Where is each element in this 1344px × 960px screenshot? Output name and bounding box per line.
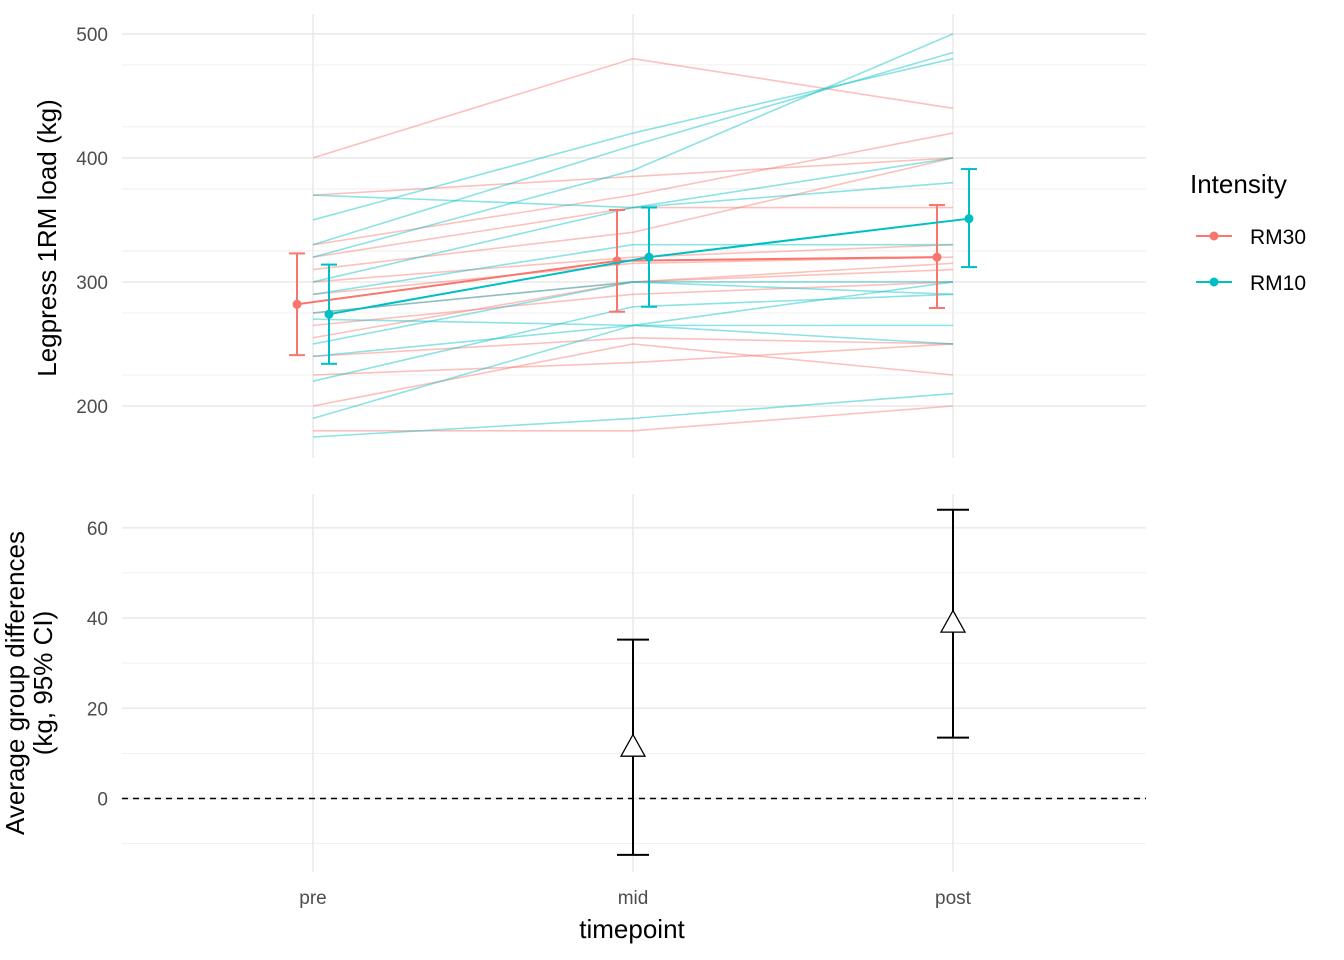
difference-triangle	[939, 609, 967, 633]
legend-entries: RM30 RM10	[1196, 226, 1306, 295]
individual-line	[312, 324, 954, 358]
y-tick-label: 40	[87, 609, 108, 630]
y-tick-label: 500	[76, 25, 108, 46]
x-tick-label: pre	[299, 888, 326, 909]
legend-key-point	[1209, 231, 1219, 241]
individual-line	[312, 281, 954, 345]
individual-line	[312, 157, 954, 196]
top-y-tick-labels: 200 300 400 500	[76, 25, 108, 418]
individual-line	[312, 157, 954, 271]
individual-line	[312, 243, 954, 283]
legend-label: RM30	[1250, 226, 1306, 249]
x-axis-title: timepoint	[579, 914, 685, 944]
individual-line	[312, 262, 954, 314]
individual-line	[312, 57, 954, 221]
y-axis-title-line: (kg, 95% CI)	[28, 611, 58, 756]
mean-point	[292, 299, 302, 309]
top-panel: 200 300 400 500 Legpress 1RM load (kg)	[32, 14, 1146, 458]
individual-line	[312, 343, 954, 407]
bottom-y-axis-title: Average group differences(kg, 95% CI)	[0, 531, 58, 835]
individual-line	[313, 405, 954, 432]
x-tick-labels: pre mid post	[299, 888, 971, 909]
individual-lines	[312, 33, 954, 438]
individual-line	[312, 281, 954, 420]
individual-line	[312, 281, 954, 327]
y-axis-title-line: Average group differences	[0, 531, 30, 835]
legend-label: RM10	[1250, 272, 1306, 295]
individual-line	[312, 181, 954, 283]
individual-line	[312, 51, 954, 246]
y-tick-label: 400	[76, 149, 108, 170]
individual-line	[312, 281, 953, 314]
difference-points	[617, 508, 969, 856]
legend: Intensity RM30 RM10	[1190, 169, 1306, 295]
legend-title: Intensity	[1190, 169, 1287, 199]
individual-line	[312, 268, 954, 339]
individual-line	[312, 256, 954, 296]
legend-key-point	[1209, 277, 1219, 287]
y-tick-label: 0	[97, 790, 108, 811]
mean-point	[964, 214, 974, 224]
x-tick-label: post	[935, 888, 972, 909]
individual-line	[312, 293, 954, 382]
mean-point	[932, 252, 942, 262]
mean-series	[289, 168, 977, 365]
individual-line	[312, 392, 954, 438]
bottom-panel: 0 20 40 60 pre mid post timepoint Average gro…	[0, 494, 1146, 944]
y-tick-label: 300	[76, 273, 108, 294]
individual-line	[312, 318, 953, 327]
y-tick-label: 20	[87, 699, 108, 720]
individual-line	[312, 57, 954, 159]
mean-point	[644, 252, 654, 262]
individual-line	[312, 243, 953, 296]
top-gridlines	[122, 14, 1146, 458]
individual-line	[312, 33, 954, 258]
difference-triangle	[619, 733, 647, 757]
x-tick-label: mid	[618, 888, 649, 909]
individual-line	[312, 336, 954, 358]
individual-line	[312, 157, 954, 209]
individual-line	[312, 206, 953, 258]
bottom-y-tick-labels: 0 20 40 60	[87, 519, 108, 811]
y-tick-label: 60	[87, 519, 108, 540]
individual-line	[312, 343, 954, 376]
y-tick-label: 200	[76, 397, 108, 418]
mean-point	[324, 309, 334, 319]
individual-line	[312, 132, 954, 246]
top-y-axis-title: Legpress 1RM load (kg)	[32, 99, 62, 376]
